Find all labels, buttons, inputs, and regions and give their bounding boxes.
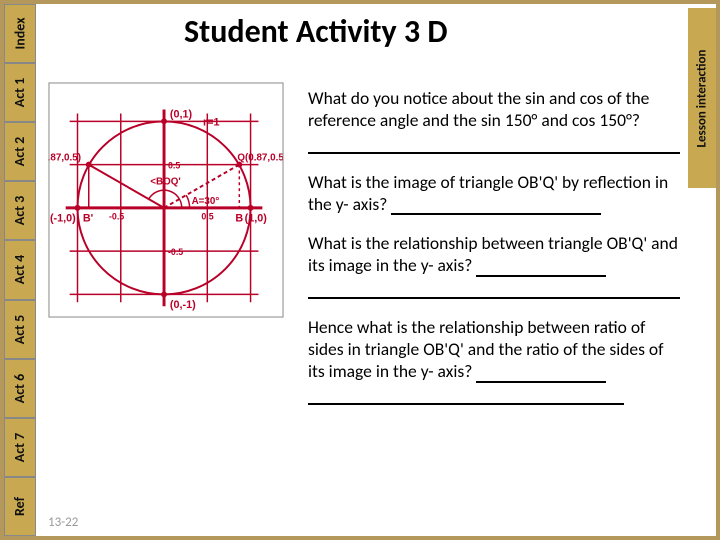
- svg-text:(0,1): (0,1): [170, 108, 193, 120]
- content-area: (0,1) (0,-1) (-1,0) (1,0) Q(0.87,0.5) (-0.87,…: [48, 64, 680, 516]
- left-tab-strip: Index Act 1 Act 2 Act 3 Act 4 Act 5 Act …: [4, 4, 36, 536]
- svg-text:-0.5: -0.5: [168, 247, 183, 257]
- svg-text:(1,0): (1,0): [245, 213, 268, 225]
- question-4: Hence what is the relationship between r…: [308, 317, 680, 405]
- svg-text:(-1,0): (-1,0): [50, 213, 76, 225]
- tab-act4[interactable]: Act 4: [4, 240, 36, 299]
- page-number: 13-22: [48, 515, 78, 530]
- svg-text:B': B': [83, 213, 94, 225]
- tab-index[interactable]: Index: [4, 4, 36, 63]
- answer-blank: [476, 369, 606, 383]
- tab-label: Act 7: [12, 433, 29, 462]
- svg-text:0.5: 0.5: [201, 212, 213, 222]
- tab-label: Act 6: [12, 373, 29, 402]
- svg-text:(-0.87,0.5): (-0.87,0.5): [48, 153, 81, 164]
- question-2: What is the image of triangle OB'Q' by r…: [308, 172, 680, 216]
- question-1: What do you notice about the sin and cos…: [308, 88, 680, 154]
- svg-text:-0.5: -0.5: [109, 212, 124, 222]
- svg-text:Q(0.87,0.5): Q(0.87,0.5): [237, 153, 284, 164]
- questions-block: What do you notice about the sin and cos…: [308, 88, 680, 423]
- tab-label: Act 2: [12, 137, 29, 166]
- answer-blank: [476, 263, 606, 277]
- q1-text: What do you notice about the sin and cos…: [308, 87, 649, 131]
- svg-text:r=1: r=1: [203, 116, 220, 128]
- tab-act3[interactable]: Act 3: [4, 181, 36, 240]
- tab-act7[interactable]: Act 7: [4, 418, 36, 477]
- svg-text:0.5: 0.5: [168, 161, 180, 171]
- tab-act6[interactable]: Act 6: [4, 359, 36, 418]
- answer-blank: [308, 138, 680, 154]
- answer-blank: [308, 389, 624, 405]
- lesson-interaction-tab[interactable]: Lesson interaction: [688, 8, 716, 188]
- svg-text:B: B: [235, 213, 243, 225]
- tab-label: Act 4: [12, 255, 29, 284]
- svg-text:(0,-1): (0,-1): [170, 299, 196, 311]
- answer-blank: [308, 283, 680, 299]
- question-3: What is the relationship between triangl…: [308, 233, 680, 299]
- slide-frame: Index Act 1 Act 2 Act 3 Act 4 Act 5 Act …: [0, 0, 720, 540]
- tab-label: Index: [12, 18, 29, 50]
- tab-label: Ref: [12, 497, 29, 516]
- tab-act5[interactable]: Act 5: [4, 300, 36, 359]
- svg-text:<BOQ': <BOQ': [150, 176, 180, 187]
- svg-text:A=30°: A=30°: [192, 196, 220, 207]
- answer-blank: [391, 201, 601, 215]
- tab-act1[interactable]: Act 1: [4, 63, 36, 122]
- tab-label: Act 1: [12, 78, 29, 107]
- tab-act2[interactable]: Act 2: [4, 122, 36, 181]
- tab-label: Act 3: [12, 196, 29, 225]
- tab-ref[interactable]: Ref: [4, 477, 36, 536]
- page-title: Student Activity 3 D: [184, 12, 448, 51]
- right-tab-label: Lesson interaction: [695, 49, 710, 147]
- tab-label: Act 5: [12, 314, 29, 343]
- unit-circle-diagram: (0,1) (0,-1) (-1,0) (1,0) Q(0.87,0.5) (-0.87,…: [48, 82, 284, 318]
